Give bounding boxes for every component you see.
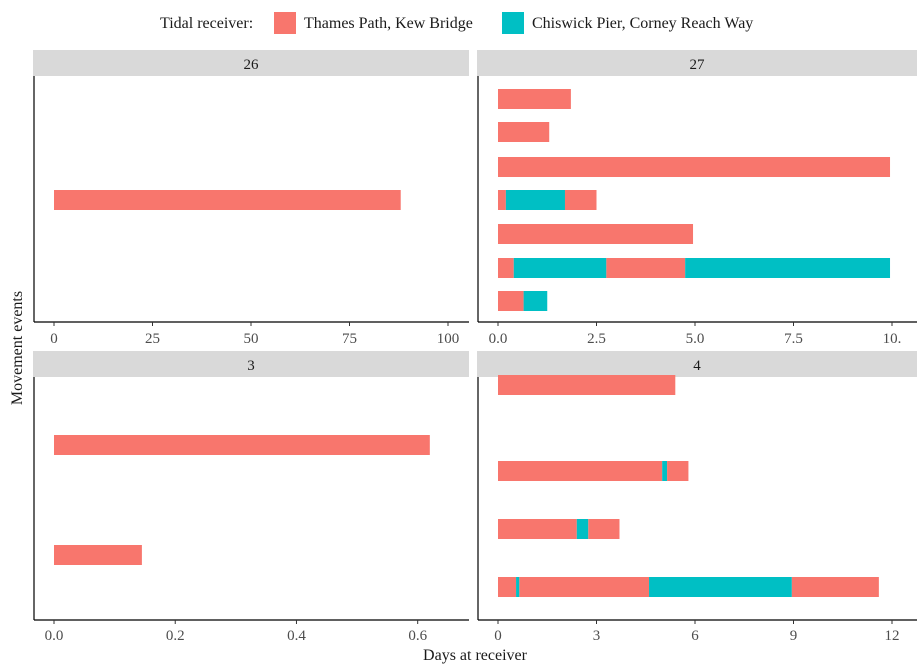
- strip-4: [477, 351, 917, 377]
- x-tick-label: 0.2: [166, 628, 185, 644]
- strip-label-26: 26: [244, 57, 260, 73]
- x-tick-label: 5.0: [686, 331, 705, 347]
- strip-3: [33, 351, 469, 377]
- bar-segment: [564, 190, 597, 210]
- bar-segment: [791, 577, 879, 597]
- bar-segment: [649, 577, 792, 597]
- bar-segment: [498, 157, 891, 177]
- bar-segment: [54, 190, 401, 210]
- chart-marks: 0 25 50 75 100 0.0 2.5 5.0 7.5 10. 0.0 0.2 0.4 0.6 0 3 6…: [45, 89, 902, 644]
- legend: Tidal receiver: Thames Path, Kew Bridge …: [160, 12, 753, 34]
- y-axis-title: Movement events: [9, 291, 26, 405]
- x-tick-label: 75: [342, 331, 357, 347]
- bar-segment: [54, 545, 142, 565]
- x-tick-label: 7.5: [784, 331, 803, 347]
- bar-segment: [498, 461, 663, 481]
- bar-segment: [498, 577, 517, 597]
- x-tick-label: 50: [244, 331, 259, 347]
- legend-title: Tidal receiver:: [160, 15, 253, 32]
- bar-segment: [498, 89, 571, 109]
- x-tick-label: 0.0: [45, 628, 64, 644]
- bar-segment: [498, 519, 577, 539]
- bar-segment: [498, 258, 514, 278]
- bar-segment: [685, 258, 891, 278]
- bar-segment: [576, 519, 589, 539]
- x-tick-label: 10.: [883, 331, 902, 347]
- bar-segment: [662, 461, 668, 481]
- x-tick-label: 2.5: [587, 331, 606, 347]
- x-tick-label: 0.4: [287, 628, 306, 644]
- bar-segment: [606, 258, 686, 278]
- strip-label-27: 27: [690, 57, 706, 73]
- x-tick-label: 3: [593, 628, 601, 644]
- bar-segment: [513, 258, 607, 278]
- x-tick-label: 0: [50, 331, 58, 347]
- bar-segment: [498, 190, 506, 210]
- bar-segment: [498, 122, 550, 142]
- bar-segment: [588, 519, 620, 539]
- bar-segment: [498, 224, 694, 244]
- strip-26: [33, 50, 469, 76]
- bar-segment: [505, 190, 565, 210]
- bar-segment: [519, 577, 650, 597]
- strip-label-3: 3: [247, 358, 255, 374]
- legend-label-thames: Thames Path, Kew Bridge: [304, 15, 473, 32]
- bar-segment: [498, 375, 676, 395]
- x-tick-label: 6: [691, 628, 699, 644]
- x-tick-label: 0.6: [408, 628, 427, 644]
- legend-swatch-chiswick: [502, 12, 524, 34]
- strip-27: [477, 50, 917, 76]
- x-tick-label: 12: [885, 628, 900, 644]
- x-tick-label: 0: [494, 628, 502, 644]
- x-tick-label: 25: [145, 331, 160, 347]
- bar-segment: [523, 291, 548, 311]
- x-tick-label: 9: [790, 628, 798, 644]
- bar-segment: [516, 577, 520, 597]
- bar-segment: [667, 461, 689, 481]
- bar-segment: [498, 291, 524, 311]
- legend-swatch-thames: [274, 12, 296, 34]
- x-axis-title: Days at receiver: [423, 647, 528, 664]
- x-tick-label: 100: [437, 331, 460, 347]
- bar-segment: [54, 435, 430, 455]
- legend-label-chiswick: Chiswick Pier, Corney Reach Way: [532, 15, 753, 32]
- x-tick-label: 0.0: [489, 331, 508, 347]
- strip-label-4: 4: [693, 358, 701, 374]
